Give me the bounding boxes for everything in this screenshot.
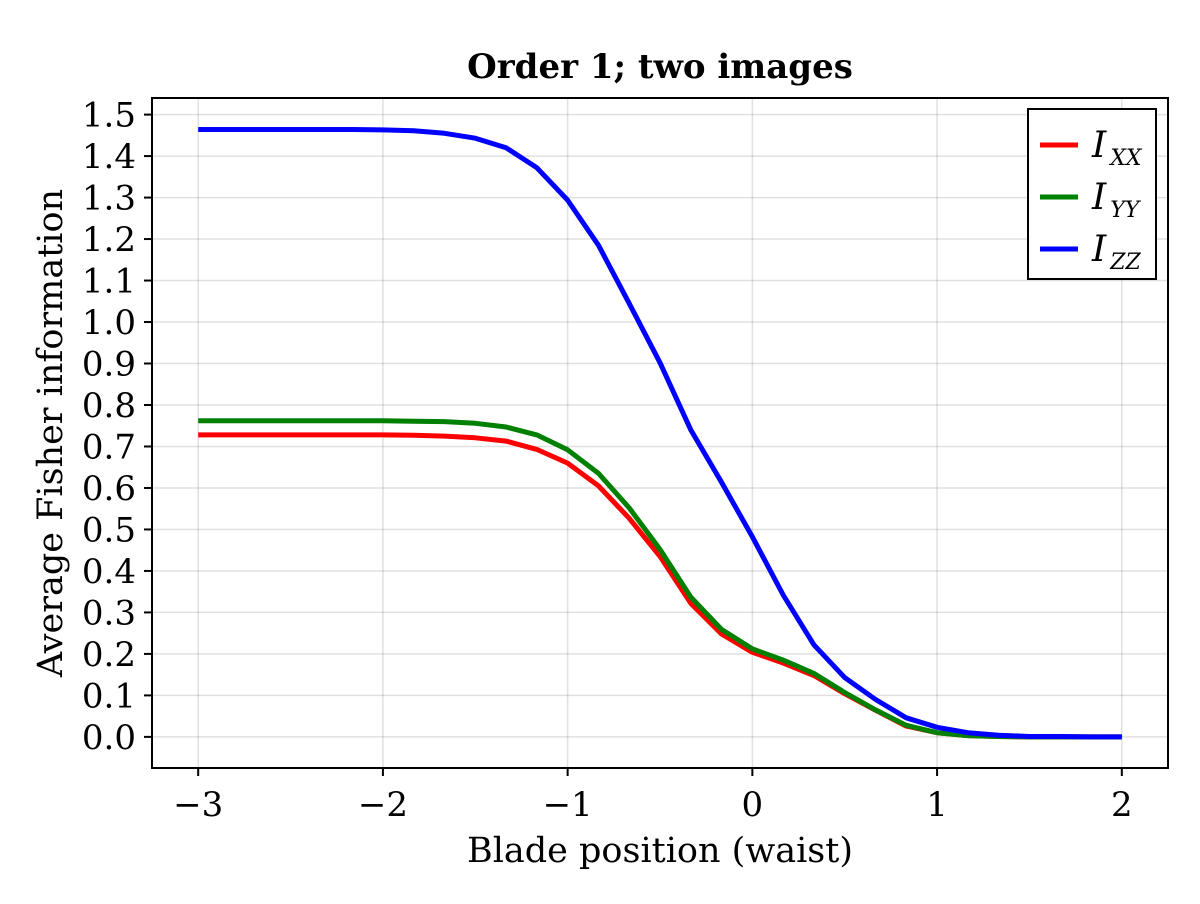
y-axis-ticks: 0.00.10.20.30.40.50.60.70.80.91.01.11.21… (82, 96, 152, 758)
y-tick-label: 0.5 (82, 510, 136, 550)
y-tick-label: 0.4 (82, 552, 136, 592)
y-tick-label: 0.9 (82, 345, 136, 385)
x-tick-label: 2 (1111, 785, 1133, 825)
y-tick-label: 0.3 (82, 593, 136, 633)
y-tick-label: 1.2 (82, 220, 136, 260)
y-tick-label: 1.3 (82, 179, 136, 219)
y-tick-label: 1.5 (82, 96, 136, 136)
plot-area-frame (151, 97, 1169, 769)
x-axis-label: Blade position (waist) (467, 831, 853, 871)
series-line-yy (198, 418, 1122, 740)
legend-entries: I XX I YY I ZZ (1040, 125, 1143, 275)
y-tick-label: 1.1 (82, 262, 136, 302)
y-tick-label: 0.6 (82, 469, 136, 509)
x-tick-label: −1 (543, 785, 593, 825)
x-tick-label: −3 (173, 785, 223, 825)
y-axis-label: Average Fisher information (31, 189, 71, 678)
x-tick-label: −2 (358, 785, 408, 825)
legend-label-xx: I XX (1091, 125, 1143, 171)
y-tick-label: 0.8 (82, 386, 136, 426)
x-tick-label: 1 (926, 785, 948, 825)
legend: I XX I YY I ZZ (1027, 108, 1157, 280)
series-line-xx (198, 432, 1122, 740)
y-tick-label: 0.0 (82, 718, 136, 758)
y-tick-label: 0.1 (82, 676, 136, 716)
series-line-zz (198, 127, 1122, 740)
chart-title: Order 1; two images (467, 47, 853, 87)
y-tick-label: 0.7 (82, 427, 136, 467)
series-lines (198, 127, 1122, 740)
y-tick-label: 1.4 (82, 137, 136, 177)
x-axis-ticks: −3 −2 −1 0 1 2 (173, 768, 1133, 825)
y-tick-label: 1.0 (82, 303, 136, 343)
y-tick-label: 0.2 (82, 635, 136, 675)
legend-label-yy: I YY (1091, 177, 1142, 223)
x-tick-label: 0 (742, 785, 764, 825)
legend-label-zz: I ZZ (1091, 229, 1142, 275)
